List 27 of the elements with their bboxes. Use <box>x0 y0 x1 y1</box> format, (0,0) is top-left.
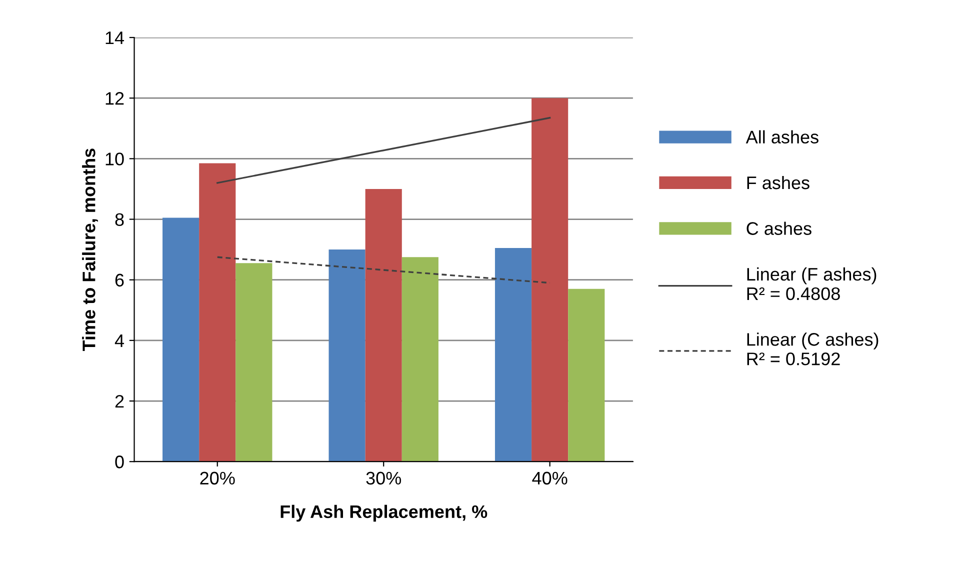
x-tick-label: 20% <box>200 472 235 485</box>
y-tick-label: 8 <box>115 213 124 226</box>
legend-label: All ashes <box>746 130 818 144</box>
bar <box>532 98 568 462</box>
legend-label: Linear (C ashes) R² = 0.5192 <box>747 332 878 366</box>
y-tick-label: 6 <box>115 274 124 287</box>
bar <box>365 188 402 462</box>
bar <box>402 257 438 462</box>
bar <box>568 288 605 462</box>
y-tick-label: 0 <box>115 456 124 468</box>
legend-label: F ashes <box>747 176 810 190</box>
y-tick-label: 14 <box>106 32 124 44</box>
bar <box>199 163 236 462</box>
x-axis-title: Fly Ash Replacement, % <box>280 504 488 522</box>
bar <box>494 248 532 462</box>
x-tick-label: 30% <box>366 472 402 485</box>
y-tick-label: 2 <box>115 394 124 408</box>
legend-label: Linear (F ashes) R² = 0.4808 <box>747 267 876 300</box>
bar <box>236 263 272 462</box>
bar <box>328 250 366 462</box>
x-tick-label: 40% <box>532 472 568 485</box>
legend-label: C ashes <box>746 222 812 235</box>
y-tick-label: 12 <box>106 92 124 105</box>
bar <box>162 218 200 462</box>
y-tick-label: 4 <box>114 334 124 347</box>
y-axis-title: Time to Failure, months <box>82 148 98 352</box>
y-tick-label: 10 <box>106 152 124 166</box>
